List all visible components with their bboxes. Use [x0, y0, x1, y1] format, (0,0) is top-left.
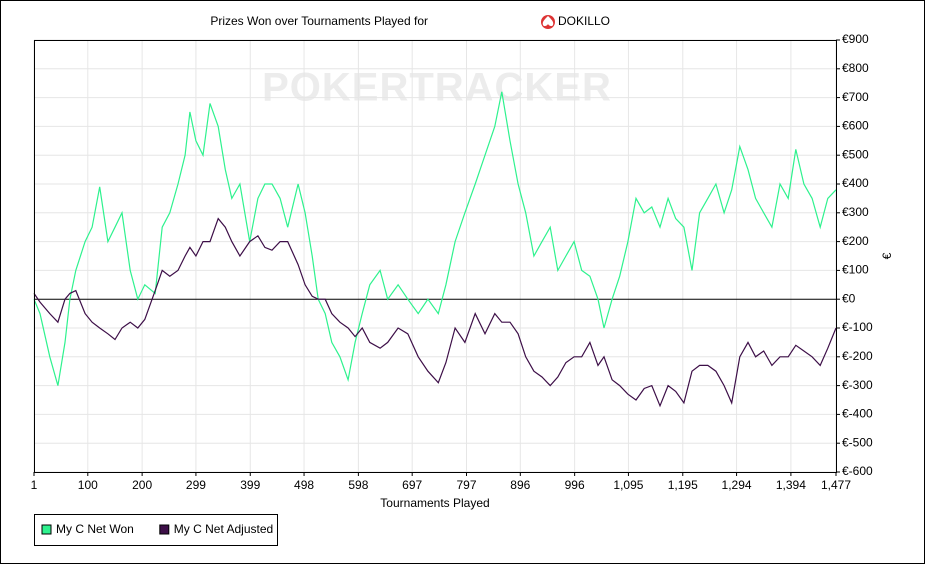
x-tick-label: 1,294 [722, 478, 752, 492]
y-tick-label: €900 [842, 32, 869, 46]
y-tick-label: €-100 [842, 320, 873, 334]
plot-area: POKERTRACKER [33, 39, 837, 473]
legend-box [34, 514, 278, 546]
x-tick-label: 797 [456, 478, 476, 492]
plot-border [34, 40, 837, 473]
y-tick-label: €600 [842, 119, 869, 133]
x-tick-label: 1,095 [613, 478, 643, 492]
legend-swatch [159, 524, 170, 535]
y-tick-label: €-600 [842, 464, 873, 478]
x-tick-label: 299 [186, 478, 206, 492]
y-tick-label: €800 [842, 61, 869, 75]
x-tick-label: 996 [565, 478, 585, 492]
x-tick-label: 1,195 [668, 478, 698, 492]
y-axis-title: € [880, 252, 894, 259]
legend-label: My C Net Adjusted [174, 522, 273, 536]
y-tick-label: €-300 [842, 378, 873, 392]
x-tick-label: 498 [294, 478, 314, 492]
y-tick-label: €100 [842, 263, 869, 277]
x-tick-label: 100 [78, 478, 98, 492]
y-tick-label: €-400 [842, 407, 873, 421]
y-tick-label: €-500 [842, 435, 873, 449]
series-line [33, 217, 837, 408]
y-tick-label: €300 [842, 205, 869, 219]
x-tick-label: 896 [510, 478, 530, 492]
x-tick-label: 697 [402, 478, 422, 492]
y-tick-label: €400 [842, 176, 869, 190]
y-tick-label: €500 [842, 147, 869, 161]
x-axis-title: Tournaments Played [380, 496, 489, 510]
x-tick-label: 1,477 [821, 478, 851, 492]
x-tick-label: 1,394 [776, 478, 806, 492]
y-tick-label: €200 [842, 234, 869, 248]
chart-title: Prizes Won over Tournaments Played for [210, 14, 428, 28]
spade-icon [541, 15, 555, 29]
legend-label: My C Net Won [56, 522, 134, 536]
x-tick-label: 1 [31, 478, 38, 492]
legend-swatch [41, 524, 52, 535]
series-line [33, 91, 837, 386]
x-tick-label: 598 [348, 478, 368, 492]
x-tick-label: 200 [132, 478, 152, 492]
watermark: POKERTRACKER [262, 66, 612, 110]
player-name: DOKILLO [558, 14, 610, 28]
y-tick-label: €-200 [842, 349, 873, 363]
x-tick-label: 399 [240, 478, 260, 492]
y-tick-label: €0 [842, 291, 856, 305]
y-tick-label: €700 [842, 90, 869, 104]
